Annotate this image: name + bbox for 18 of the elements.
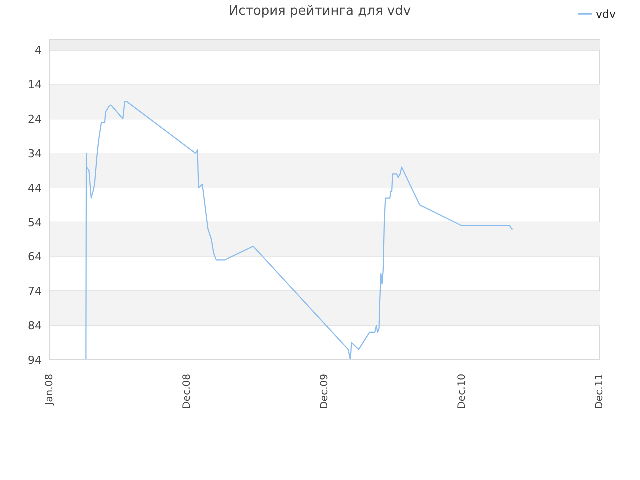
y-tick-label: 24 [28,113,42,126]
y-tick-label: 74 [28,285,42,298]
y-tick-label: 34 [28,147,42,160]
y-tick-label: 54 [28,216,42,230]
x-tick-label: Dec.09 [320,374,330,410]
x-tick-label: Dec.11 [594,374,606,410]
y-tick-label: 64 [28,250,42,264]
y-tick-label: 14 [28,78,42,92]
x-tick-label: Dec.10 [457,374,468,410]
line-series [86,101,514,360]
x-tick-label: Jan.08 [44,374,56,406]
y-tick-label: 44 [28,182,42,195]
x-tick-label: Dec.08 [182,374,193,410]
chart-title: История рейтинга для vdv [228,4,412,19]
legend-label: vdv [596,8,616,21]
y-tick-label: 4 [35,44,42,58]
y-tick-label: 94 [28,354,42,367]
y-tick-label: 84 [28,319,42,332]
